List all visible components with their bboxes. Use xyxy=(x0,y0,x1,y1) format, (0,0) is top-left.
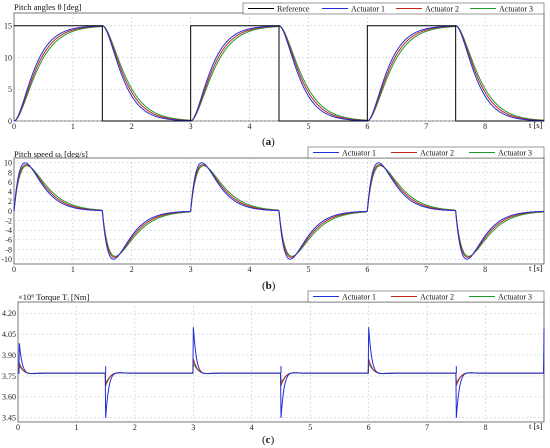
panel-a-yticks: 0 5 10 15 xyxy=(4,22,12,126)
panel-c-line-actuator-1 xyxy=(18,327,545,418)
panel-c-xtick-label: 7 xyxy=(425,423,429,432)
panel-b-ytick-label: -8 xyxy=(5,245,12,254)
panel-b-caption: (b) xyxy=(262,280,276,292)
panel-c-ytick-label: 3.90 xyxy=(2,351,16,360)
panel-a-xtick-label: 0 xyxy=(12,122,16,131)
panel-c-legend-actuator1: Actuator 1 xyxy=(342,293,376,302)
panel-a-pitch-angles: Pitch angles θ [deg] 0 5 10 15 0 1 2 3 4 5 6 7 8 t … xyxy=(4,2,545,148)
panel-a-caption: (a) xyxy=(262,136,275,148)
panel-b-ytick-label: -2 xyxy=(5,216,12,225)
panel-c-ytick-label: 4.05 xyxy=(2,330,16,339)
panel-a-xtick-label: 1 xyxy=(71,122,75,131)
panel-c-ytick-label: 3.60 xyxy=(2,393,16,402)
panel-c-legend-actuator2: Actuator 2 xyxy=(420,293,454,302)
panel-a-xtick-label: 3 xyxy=(189,122,193,131)
panel-b-xticks: 0 1 2 3 4 5 6 7 8 xyxy=(12,265,487,274)
panel-b-xtick-label: 6 xyxy=(365,265,369,274)
panel-b-ytick-label: -10 xyxy=(1,255,12,264)
panel-b-xtick-label: 8 xyxy=(483,265,487,274)
panel-a-xtick-label: 2 xyxy=(130,122,134,131)
panel-b-pitch-speed: Pitch speed ωᵢ [deg/s] -10-8-6-4-2024681… xyxy=(1,146,545,292)
panel-b-line-actuator-1 xyxy=(13,162,545,260)
panel-b-ytick-label: 0 xyxy=(8,207,12,216)
panel-a-xlabel: t [s] xyxy=(529,120,543,130)
panel-b-xtick-label: 0 xyxy=(12,265,16,274)
panel-a-ytick-label: 15 xyxy=(4,22,12,31)
panel-b-xtick-label: 1 xyxy=(71,265,75,274)
panel-a-caption-letter: a xyxy=(266,136,272,148)
panel-a-xtick-label: 4 xyxy=(248,122,252,131)
panel-a-xtick-label: 5 xyxy=(306,122,310,131)
panel-c-yticks: 3.45 3.60 3.75 3.90 4.05 4.20 xyxy=(2,309,16,423)
panel-c-legend-box xyxy=(307,290,545,303)
panel-b-ytick-label: -4 xyxy=(5,226,12,235)
panel-c-caption-letter: c xyxy=(266,434,271,446)
panel-b-grid xyxy=(14,158,544,264)
panel-b-ytick-label: 2 xyxy=(8,197,12,206)
panel-c-xtick-label: 2 xyxy=(133,423,137,432)
panel-a-ytick-label: 5 xyxy=(8,85,12,94)
panel-c-torque: ×10⁶ Torque Tᵢ [Nm] 3.45 3.60 3.75 3.90 4.05… xyxy=(2,290,545,446)
panel-a-legend-reference: Reference xyxy=(277,5,310,14)
panel-b-ytick-label: 10 xyxy=(4,159,12,168)
panel-a-legend: Reference Actuator 1 Actuator 2 Actuator… xyxy=(242,2,545,15)
panel-b-ytick-label: 8 xyxy=(8,168,12,177)
panel-a-legend-actuator3: Actuator 3 xyxy=(499,5,533,14)
panel-a-line-reference xyxy=(14,25,544,122)
panel-b-xtick-label: 4 xyxy=(248,265,252,274)
panel-c-ytick-label: 3.45 xyxy=(2,414,16,423)
panel-a-xticks: 0 1 2 3 4 5 6 7 8 xyxy=(12,122,487,131)
panel-c-caption: (c) xyxy=(262,434,275,446)
panel-a-xtick-label: 8 xyxy=(483,122,487,131)
panel-a-ytick-label: 10 xyxy=(4,53,12,62)
panel-b-series xyxy=(13,162,545,260)
panel-a-legend-actuator2: Actuator 2 xyxy=(425,5,459,14)
panel-b-caption-letter: b xyxy=(266,280,272,292)
panel-b-legend-box xyxy=(307,146,545,159)
panel-b-xtick-label: 5 xyxy=(306,265,310,274)
panel-c-ytick-label: 3.75 xyxy=(2,372,16,381)
panel-c-legend: Actuator 1 Actuator 2 Actuator 3 xyxy=(307,290,545,303)
panel-b-legend-actuator3: Actuator 3 xyxy=(498,149,532,158)
panel-c-ylabel-group: ×10⁶ Torque Tᵢ [Nm] xyxy=(18,292,89,302)
panel-c-xticks: 0 1 2 3 4 5 6 7 8 xyxy=(16,423,488,432)
panel-c-xtick-label: 3 xyxy=(191,423,195,432)
panel-a-legend-actuator1: Actuator 1 xyxy=(351,5,385,14)
panel-b-xtick-label: 2 xyxy=(130,265,134,274)
panel-c-scale-label: ×10⁶ xyxy=(18,292,34,302)
panel-c-series xyxy=(18,327,545,418)
panel-b-legend: Actuator 1 Actuator 2 Actuator 3 xyxy=(307,146,545,159)
panel-a-series xyxy=(13,25,545,122)
panel-c-xtick-label: 4 xyxy=(250,423,254,432)
panel-c-xtick-label: 6 xyxy=(367,423,371,432)
panel-c-xtick-label: 0 xyxy=(16,423,20,432)
panel-b-ytick-label: 4 xyxy=(8,188,12,197)
panel-c-xtick-label: 8 xyxy=(484,423,488,432)
panel-a-ytick-label: 0 xyxy=(8,117,12,126)
panel-b-xtick-label: 7 xyxy=(424,265,428,274)
panel-c-legend-actuator3: Actuator 3 xyxy=(498,293,532,302)
panel-b-xlabel: t [s] xyxy=(529,263,543,273)
panel-a-legend-box xyxy=(242,2,545,15)
panel-b-ylabel: Pitch speed ωᵢ [deg/s] xyxy=(14,149,88,159)
panel-c-xtick-label: 5 xyxy=(308,423,312,432)
panel-a-xtick-label: 7 xyxy=(424,122,428,131)
panel-b-ytick-label: 6 xyxy=(8,178,12,187)
panel-c-ylabel: Torque Tᵢ [Nm] xyxy=(36,292,89,302)
panel-a-xtick-label: 6 xyxy=(365,122,369,131)
panel-b-xtick-label: 3 xyxy=(189,265,193,274)
panel-c-xlabel: t [s] xyxy=(529,421,543,431)
panel-c-xtick-label: 1 xyxy=(74,423,78,432)
panel-b-legend-actuator1: Actuator 1 xyxy=(342,149,376,158)
panel-b-legend-actuator2: Actuator 2 xyxy=(420,149,454,158)
panel-b-ytick-label: -6 xyxy=(5,236,12,245)
panel-c-ytick-label: 4.20 xyxy=(2,309,16,318)
panel-a-ylabel: Pitch angles θ [deg] xyxy=(14,2,82,12)
